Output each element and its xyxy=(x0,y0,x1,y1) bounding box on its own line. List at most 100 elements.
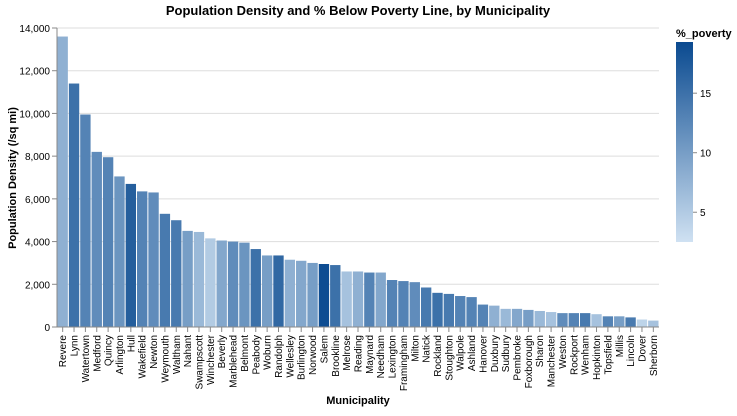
bar xyxy=(171,220,182,327)
bar xyxy=(125,183,137,327)
bar xyxy=(114,176,125,327)
x-tick-label: Stoughton xyxy=(444,335,455,381)
x-tick-label: Brookline xyxy=(331,335,342,377)
x-tick-label: Hopkinton xyxy=(592,335,603,380)
legend-tick-label: 15 xyxy=(700,89,712,100)
bar xyxy=(296,260,307,327)
bar xyxy=(193,231,205,327)
x-tick-label: Hanover xyxy=(478,334,489,372)
x-tick-label: Lynn xyxy=(70,335,81,356)
x-tick-label: Framingham xyxy=(399,335,410,391)
bar xyxy=(91,151,102,327)
bar xyxy=(477,304,489,327)
bar xyxy=(261,255,273,327)
x-tick-label: Randolph xyxy=(274,335,285,378)
bar xyxy=(591,314,602,327)
bar xyxy=(489,305,500,327)
bar xyxy=(352,271,364,327)
x-tick-label: Winchester xyxy=(206,334,217,385)
bar xyxy=(341,271,352,327)
x-tick-label: Topsfield xyxy=(603,335,614,374)
bar xyxy=(68,83,80,327)
legend-gradient-bar xyxy=(676,42,693,242)
x-tick-label: Natick xyxy=(422,334,433,363)
legend-ticks: 5 10 15 xyxy=(693,89,712,219)
bar xyxy=(375,272,386,327)
x-tick-label: Dover xyxy=(637,334,648,361)
bar xyxy=(636,319,648,327)
bar xyxy=(568,313,579,327)
bar xyxy=(511,308,523,327)
bars xyxy=(57,36,659,327)
bar xyxy=(227,241,239,327)
axes: 0 2,000 4,000 6,000 8,000 10,000 12,000 14,000 R… xyxy=(19,24,659,391)
bar xyxy=(523,309,534,327)
bar xyxy=(205,238,216,327)
x-tick-label: Peabody xyxy=(251,335,262,374)
x-tick-label: Needham xyxy=(376,335,387,378)
bar xyxy=(137,191,148,327)
x-tick-label: Duxbury xyxy=(490,335,501,372)
x-tick-label: Reading xyxy=(354,335,365,372)
bar xyxy=(500,308,511,327)
x-tick-label: Burlington xyxy=(297,335,308,380)
legend-tick-label: 5 xyxy=(700,208,706,219)
bar xyxy=(80,114,91,327)
x-tick-label: Manchester xyxy=(547,334,558,387)
y-tick-label: 6,000 xyxy=(25,195,50,206)
x-tick-label: Wakefield xyxy=(138,335,149,379)
bar xyxy=(420,287,432,327)
x-tick-label: Lincoln xyxy=(626,335,637,367)
bar xyxy=(557,313,568,327)
bar xyxy=(455,296,466,327)
x-tick-label: Wenham xyxy=(581,335,592,375)
x-tick-label: Pembroke xyxy=(513,335,524,381)
bar xyxy=(102,157,114,327)
y-tick-label: 10,000 xyxy=(19,109,50,120)
x-tick-label: Lexington xyxy=(388,335,399,378)
bar xyxy=(216,240,227,327)
bar xyxy=(57,36,68,327)
bar xyxy=(534,310,545,327)
x-tick-label: Maynard xyxy=(365,335,376,374)
bar xyxy=(330,265,341,327)
x-tick-label: Sudbury xyxy=(501,335,512,372)
x-tick-label: Marblehead xyxy=(229,335,240,388)
bar xyxy=(602,316,614,327)
bar xyxy=(273,255,284,327)
y-tick-label: 0 xyxy=(44,323,50,334)
bar xyxy=(364,272,375,327)
bar xyxy=(386,280,398,327)
x-tick-label: Revere xyxy=(58,335,69,368)
bar xyxy=(148,192,159,327)
x-tick-label: Nahant xyxy=(183,335,194,367)
bar xyxy=(239,242,250,327)
legend-tick-label: 10 xyxy=(700,149,712,160)
bar xyxy=(409,282,420,327)
x-tick-label: Millis xyxy=(615,335,626,357)
bar xyxy=(443,293,455,327)
x-tick-label: Melrose xyxy=(342,335,353,371)
x-tick-label: Ashland xyxy=(467,335,478,371)
x-tick-label: Medford xyxy=(92,335,103,372)
y-tick-label: 4,000 xyxy=(25,238,50,249)
bar xyxy=(250,249,261,327)
bar xyxy=(307,262,318,327)
x-tick-label: Milton xyxy=(410,335,421,362)
y-tick-label: 8,000 xyxy=(25,152,50,163)
bar xyxy=(579,313,591,327)
bar xyxy=(625,317,636,327)
x-tick-label: Arlington xyxy=(115,335,126,374)
x-tick-label: Beverly xyxy=(217,335,228,368)
bar xyxy=(648,320,659,327)
x-tick-label: Watertown xyxy=(81,335,92,382)
legend-title: %_poverty xyxy=(676,28,733,40)
x-tick-label: Waltham xyxy=(172,335,183,374)
y-axis-title: Population Density (/sq mi) xyxy=(7,107,19,249)
x-tick-label: Sharon xyxy=(535,335,546,367)
x-tick-label: Woburn xyxy=(263,335,274,370)
y-tick-label: 12,000 xyxy=(19,67,50,78)
x-tick-label: Rockport xyxy=(569,335,580,375)
